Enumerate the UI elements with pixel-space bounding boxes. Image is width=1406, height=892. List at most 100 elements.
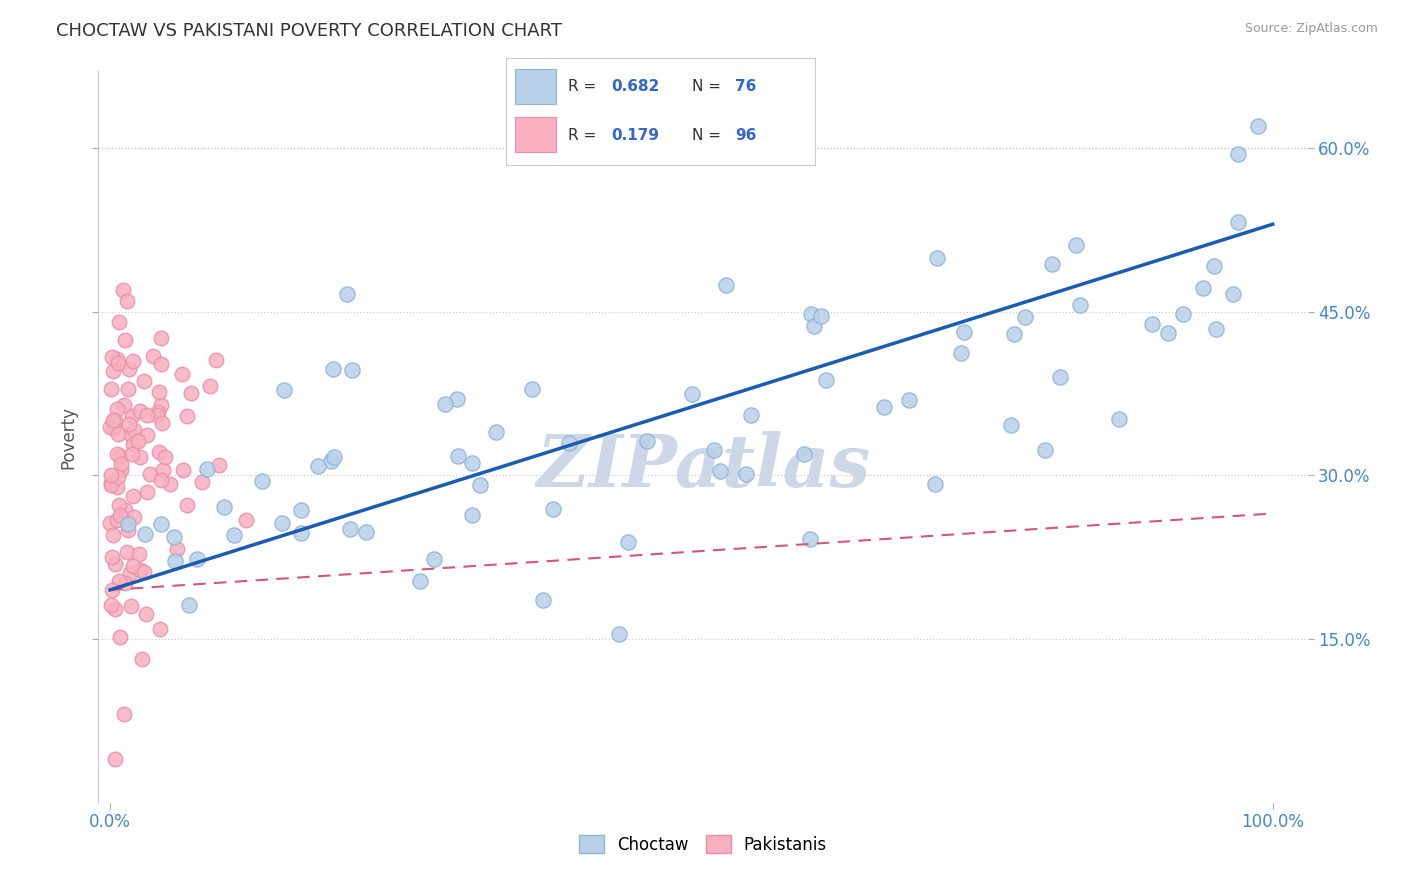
Point	[146, 408, 169, 422]
Point	[703, 443, 725, 458]
Point	[354, 525, 377, 540]
Point	[197, 462, 219, 476]
Point	[148, 445, 170, 459]
Point	[121, 409, 143, 423]
Point	[814, 373, 837, 387]
Point	[191, 475, 214, 490]
Point	[1033, 443, 1056, 458]
Point	[949, 346, 972, 360]
Y-axis label: Poverty: Poverty	[59, 406, 77, 468]
Point	[1246, 119, 1268, 133]
Point	[120, 599, 142, 614]
Point	[101, 420, 124, 434]
Point	[101, 421, 124, 435]
Point	[336, 287, 359, 301]
Point	[112, 707, 135, 722]
Point	[176, 498, 198, 512]
Point	[108, 508, 131, 523]
Point	[925, 251, 948, 265]
Text: 0.682: 0.682	[612, 79, 659, 95]
Text: 0.179: 0.179	[612, 128, 659, 143]
Bar	[516, 117, 555, 153]
Point	[135, 485, 157, 500]
Point	[135, 428, 157, 442]
Point	[146, 405, 169, 419]
Point	[117, 293, 139, 308]
Point	[98, 420, 121, 434]
Point	[152, 462, 174, 476]
Point	[607, 626, 630, 640]
Point	[107, 499, 129, 513]
Point	[323, 450, 346, 465]
Point	[307, 459, 329, 474]
Point	[1222, 287, 1244, 301]
Point	[117, 516, 139, 531]
Point	[104, 752, 127, 766]
Text: 96: 96	[735, 128, 756, 143]
Point	[118, 566, 141, 581]
Point	[714, 278, 737, 293]
Point	[107, 356, 129, 370]
Point	[208, 458, 231, 472]
Point	[800, 307, 823, 321]
Point	[103, 413, 125, 427]
Text: N =: N =	[692, 128, 725, 143]
Point	[105, 480, 128, 494]
Point	[108, 574, 131, 588]
Point	[100, 598, 122, 612]
Point	[1014, 310, 1036, 324]
Point	[122, 558, 145, 573]
Bar	[516, 69, 555, 104]
Point	[176, 409, 198, 423]
Point	[136, 409, 159, 423]
Point	[100, 582, 122, 597]
Point	[127, 434, 149, 448]
Point	[100, 478, 122, 492]
Point	[139, 467, 162, 481]
Point	[114, 576, 136, 591]
Point	[100, 382, 122, 396]
Point	[129, 450, 152, 464]
Point	[470, 478, 492, 492]
Point	[172, 462, 194, 476]
Point	[114, 333, 136, 347]
Point	[103, 557, 125, 571]
Point	[735, 467, 758, 481]
Point	[149, 398, 172, 412]
Point	[111, 283, 134, 297]
Point	[105, 446, 128, 460]
Point	[1040, 257, 1063, 271]
Point	[108, 450, 131, 464]
Point	[1226, 146, 1249, 161]
Point	[522, 382, 544, 396]
Point	[447, 449, 470, 463]
Point	[408, 574, 430, 589]
Point	[152, 416, 174, 430]
Text: R =: R =	[568, 128, 602, 143]
Point	[98, 516, 121, 530]
Point	[103, 528, 125, 542]
Point	[1202, 259, 1225, 273]
Point	[340, 363, 363, 377]
Point	[1157, 326, 1180, 341]
Point	[118, 426, 141, 441]
Point	[122, 436, 145, 450]
Point	[1064, 238, 1087, 252]
Text: 76: 76	[735, 79, 756, 95]
Point	[423, 552, 446, 566]
Point	[105, 513, 128, 527]
Point	[322, 362, 344, 376]
Point	[110, 458, 132, 472]
Point	[793, 447, 815, 461]
Point	[121, 489, 143, 503]
Point	[105, 402, 128, 417]
Point	[1049, 370, 1071, 384]
Point	[271, 516, 294, 530]
Point	[121, 447, 143, 461]
Point	[128, 563, 150, 577]
Point	[114, 503, 136, 517]
Point	[150, 517, 173, 532]
Point	[235, 513, 257, 527]
Point	[110, 630, 132, 644]
Point	[799, 533, 821, 547]
